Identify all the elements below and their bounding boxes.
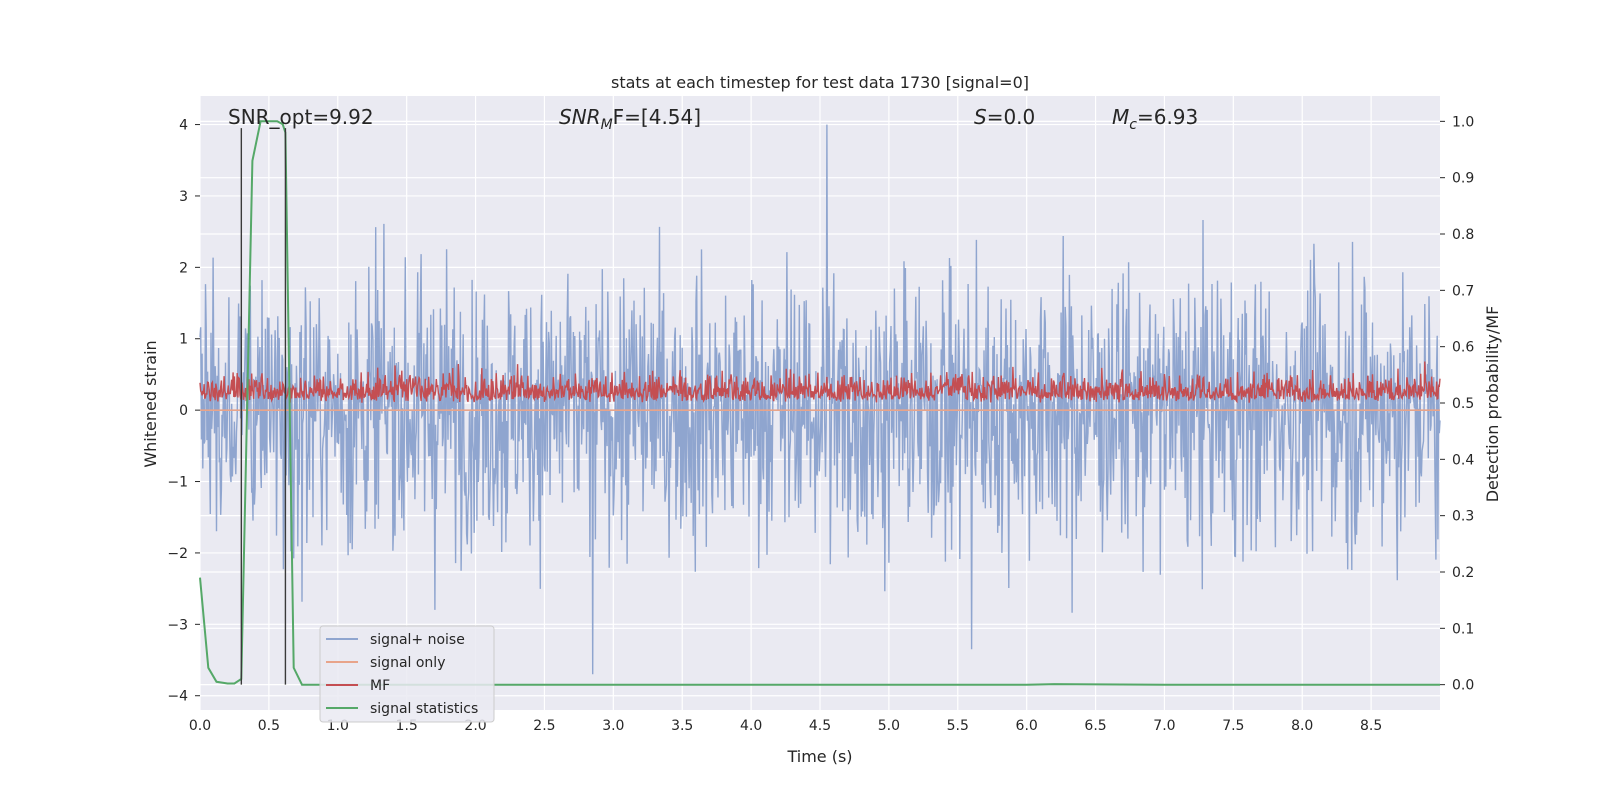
- y-tick-label: 1: [179, 332, 188, 348]
- y2-tick-label: 0.6: [1452, 340, 1474, 356]
- x-tick-label: 4.5: [809, 718, 831, 734]
- legend-box: [319, 625, 495, 723]
- y2-tick-label: 0.4: [1452, 452, 1474, 468]
- s-annotation: S=0.0: [974, 105, 1035, 129]
- x-tick-label: 4.0: [740, 718, 762, 734]
- y2-tick-label: 0.3: [1452, 509, 1474, 525]
- y2-tick-label: 0.5: [1452, 396, 1474, 412]
- s-symbol: S: [974, 105, 987, 129]
- y-tick-label: −4: [167, 689, 188, 705]
- x-tick-label: 3.5: [671, 718, 693, 734]
- y2-tick-label: 1.0: [1452, 114, 1474, 130]
- snr-mf-symbol: SNR: [559, 105, 601, 129]
- x-tick-label: 8.5: [1360, 718, 1382, 734]
- y2-tick-label: 0.8: [1452, 227, 1474, 243]
- y-tick-label: −2: [167, 546, 188, 562]
- x-tick-label: 8.0: [1291, 718, 1313, 734]
- grid: [199, 96, 1440, 710]
- legend-label-signal-statistics: signal statistics: [370, 701, 478, 717]
- y-tick-label: −1: [167, 475, 188, 491]
- y-tick-label: 0: [179, 403, 188, 419]
- snr-opt-annotation: SNR_opt=9.92: [228, 105, 374, 129]
- x-tick-label: 5.0: [878, 718, 900, 734]
- y-axis-label: Whitened strain: [141, 340, 160, 467]
- ticks: 0.0 0.5 1.0 1.5 2.0 2.5 3.0 3.5 4.0 4.5 5.0 5.5 6.0 6…: [167, 114, 1474, 734]
- series-mf-line: [199, 361, 1441, 404]
- legend: signal+ noise signal only MF signal stat…: [319, 625, 495, 723]
- x-tick-label: 7.5: [1222, 718, 1244, 734]
- series-layer: [199, 120, 1441, 686]
- y-tick-label: 4: [179, 118, 188, 134]
- mc-value: =6.93: [1137, 105, 1198, 129]
- x-tick-label: 7.0: [1153, 718, 1175, 734]
- vertical-markers: [240, 128, 287, 685]
- legend-label-signal-only: signal only: [370, 655, 445, 671]
- snr-mf-value: F=[4.54]: [613, 105, 701, 129]
- x-axis-label: Time (s): [786, 747, 852, 766]
- mc-annotation: Mc=6.93: [1112, 105, 1198, 133]
- x-tick-label: 2.5: [533, 718, 555, 734]
- y2-axis-label: Detection probability/MF: [1483, 306, 1502, 503]
- x-tick-label: 6.0: [1016, 718, 1038, 734]
- y-tick-label: 2: [179, 260, 188, 276]
- legend-label-mf: MF: [370, 678, 390, 694]
- mc-symbol: M: [1112, 105, 1129, 129]
- legend-label-signal-noise: signal+ noise: [370, 632, 465, 648]
- x-tick-label: 3.0: [602, 718, 624, 734]
- x-tick-label: 6.5: [1084, 718, 1106, 734]
- y2-tick-label: 0.2: [1452, 565, 1474, 581]
- y2-tick-label: 0.1: [1452, 621, 1474, 637]
- series-signal-statistics-line: [199, 120, 1440, 686]
- y2-tick-label: 0.0: [1452, 678, 1474, 694]
- x-tick-label: 0.5: [258, 718, 280, 734]
- chart-title: stats at each timestep for test data 173…: [611, 73, 1029, 92]
- x-tick-label: 0.0: [189, 718, 211, 734]
- y-tick-label: 3: [179, 189, 188, 205]
- snr-mf-subscript: M: [601, 117, 613, 133]
- y2-tick-label: 0.7: [1452, 283, 1474, 299]
- s-value: =0.0: [987, 105, 1036, 129]
- x-tick-label: 5.5: [947, 718, 969, 734]
- series-signal-noise-line: [199, 124, 1441, 675]
- mc-subscript: c: [1129, 117, 1137, 133]
- y-tick-label: −3: [167, 617, 188, 633]
- y2-tick-label: 0.9: [1452, 171, 1474, 187]
- snr-mf-annotation: SNRMF=[4.54]: [559, 105, 701, 133]
